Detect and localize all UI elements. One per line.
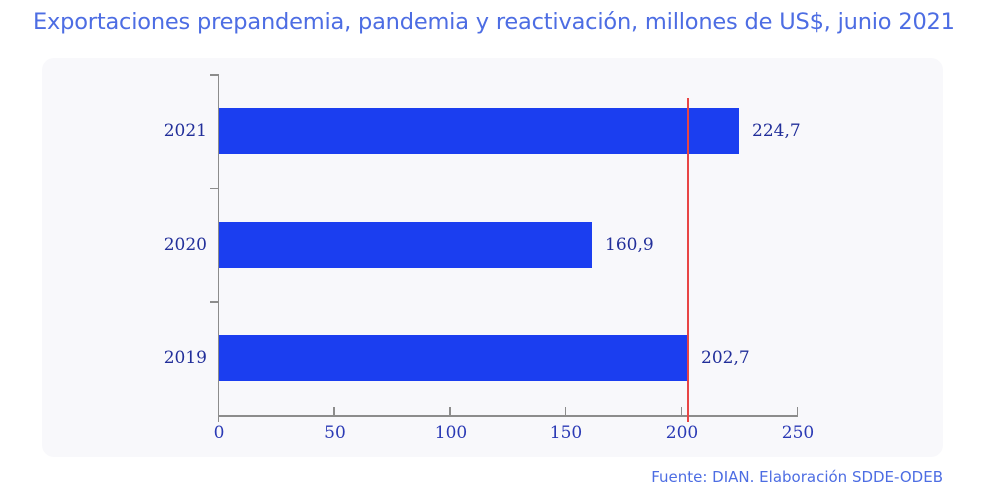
x-tick-label-200: 200 bbox=[665, 423, 699, 443]
x-tick-label-0: 0 bbox=[213, 423, 225, 443]
x-axis-tick bbox=[680, 407, 683, 415]
bar-2020 bbox=[219, 222, 592, 268]
category-label-2021: 2021 bbox=[163, 121, 207, 141]
value-label-2019: 202,7 bbox=[701, 348, 750, 368]
category-label-2019: 2019 bbox=[163, 348, 207, 368]
reference-line bbox=[687, 98, 690, 422]
chart-panel: 2021 224,7 2020 160,9 2019 202,7 0 50 100 150 200 2… bbox=[42, 58, 943, 457]
y-axis-tick bbox=[210, 187, 218, 190]
bar-2019 bbox=[219, 335, 688, 381]
x-axis-tick bbox=[333, 407, 335, 415]
x-tick-label-150: 150 bbox=[549, 423, 583, 443]
y-axis-tick bbox=[210, 301, 218, 303]
x-axis-tick bbox=[796, 407, 798, 415]
chart-title: Exportaciones prepandemia, pandemia y re… bbox=[33, 9, 955, 35]
source-note: Fuente: DIAN. Elaboración SDDE-ODEB bbox=[651, 468, 943, 486]
x-tick-label-250: 250 bbox=[781, 423, 815, 443]
x-tick-label-100: 100 bbox=[434, 423, 468, 443]
x-axis-line bbox=[217, 415, 798, 417]
x-tick-label-50: 50 bbox=[324, 423, 346, 443]
value-label-2021: 224,7 bbox=[752, 121, 801, 141]
y-axis-line bbox=[217, 74, 219, 422]
plot-area: 2021 224,7 2020 160,9 2019 202,7 0 50 100 150 200 2… bbox=[42, 58, 943, 457]
y-axis-tick bbox=[210, 74, 218, 76]
bar-2021 bbox=[219, 108, 739, 154]
x-axis-tick bbox=[564, 407, 567, 415]
x-axis-tick bbox=[449, 407, 451, 415]
value-label-2020: 160,9 bbox=[605, 235, 654, 255]
category-label-2020: 2020 bbox=[163, 235, 207, 255]
